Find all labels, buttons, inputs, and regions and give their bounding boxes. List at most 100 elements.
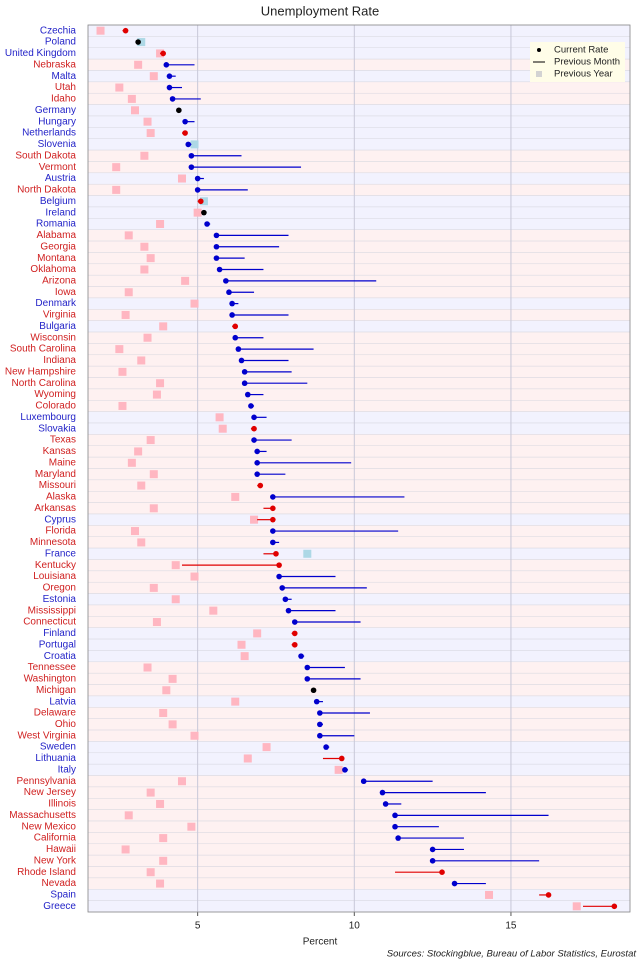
row-band — [87, 456, 631, 469]
category-label: Finland — [43, 628, 76, 639]
row-band — [87, 877, 631, 890]
previous-year-marker — [118, 401, 127, 410]
category-label: Austria — [45, 173, 77, 184]
category-label: Hungary — [38, 116, 76, 127]
category-label: Sweden — [40, 742, 76, 753]
previous-year-marker — [168, 674, 177, 683]
category-label: Vermont — [39, 162, 76, 173]
current-rate-dot — [395, 835, 401, 841]
row-band — [87, 411, 631, 424]
x-axis-label: Percent — [303, 937, 338, 948]
current-rate-dot — [229, 312, 235, 318]
row-band — [87, 229, 631, 242]
category-label: Iowa — [55, 287, 77, 298]
category-label: Cyprus — [44, 514, 76, 525]
previous-year-marker — [171, 561, 180, 570]
row-band — [87, 536, 631, 549]
category-label: Ohio — [55, 719, 77, 730]
current-rate-dot — [257, 482, 264, 489]
previous-year-marker — [134, 447, 143, 456]
current-rate-dot — [313, 698, 320, 705]
category-label: Minnesota — [30, 537, 77, 548]
current-rate-dot — [251, 425, 257, 432]
category-label: West Virginia — [17, 730, 76, 741]
row-band — [87, 240, 631, 253]
row-band — [87, 559, 631, 572]
previous-year-marker — [127, 458, 136, 467]
current-rate-dot — [169, 96, 176, 102]
category-label: Ireland — [45, 207, 76, 218]
previous-year-marker — [243, 754, 252, 763]
category-label: Georgia — [40, 241, 76, 252]
previous-year-marker — [156, 220, 165, 229]
row-band — [87, 263, 631, 276]
category-label: Nevada — [42, 878, 77, 889]
legend-marker — [536, 71, 542, 77]
category-label: Latvia — [49, 696, 76, 707]
category-label: Pennsylvania — [17, 776, 77, 787]
category-label: South Dakota — [15, 150, 76, 161]
category-label: Hawaii — [46, 844, 76, 855]
row-band — [87, 297, 631, 310]
row-band — [87, 468, 631, 481]
category-label: Kansas — [43, 446, 76, 457]
current-rate-dot — [182, 130, 188, 136]
previous-year-marker — [137, 356, 146, 365]
category-label: Estonia — [43, 594, 77, 605]
row-band — [87, 752, 631, 765]
legend-marker — [537, 48, 541, 52]
previous-year-marker — [253, 629, 262, 638]
category-label: Portugal — [39, 639, 76, 650]
current-rate-dot — [163, 62, 170, 68]
category-label: Oregon — [43, 583, 76, 594]
previous-year-marker — [250, 515, 259, 524]
previous-year-marker — [146, 868, 155, 877]
category-label: Romania — [36, 219, 76, 230]
previous-year-marker — [140, 151, 149, 160]
current-rate-dot — [429, 846, 436, 853]
current-rate-dot — [223, 278, 229, 284]
previous-year-marker — [190, 299, 199, 308]
current-rate-dot — [188, 164, 195, 170]
row-band — [87, 149, 631, 162]
row-band — [87, 547, 631, 560]
current-rate-dot — [323, 744, 329, 750]
current-rate-dot — [360, 778, 367, 785]
row-band — [87, 400, 631, 412]
previous-year-marker — [146, 129, 155, 138]
category-label: Connecticut — [23, 617, 76, 628]
previous-year-marker — [124, 288, 133, 297]
previous-year-marker — [156, 379, 165, 388]
previous-year-marker — [159, 322, 168, 331]
current-rate-dot — [545, 892, 552, 898]
previous-year-marker — [140, 242, 149, 251]
row-band — [87, 445, 631, 458]
current-rate-dot — [270, 539, 276, 546]
row-band — [87, 127, 631, 139]
current-rate-dot — [194, 187, 201, 193]
row-band — [87, 604, 631, 617]
row-band — [87, 661, 631, 674]
current-rate-dot — [254, 471, 260, 477]
previous-year-marker — [190, 140, 199, 149]
row-band — [87, 695, 631, 708]
category-label: Oklahoma — [30, 264, 76, 275]
legend-label: Current Rate — [554, 45, 608, 56]
current-rate-dot — [291, 641, 298, 648]
current-rate-dot — [317, 732, 323, 739]
current-rate-dot — [270, 494, 276, 500]
row-band — [87, 513, 631, 526]
previous-year-marker — [159, 856, 168, 865]
row-band — [87, 570, 631, 583]
row-band — [87, 252, 631, 265]
category-label: Arizona — [42, 276, 76, 287]
category-label: France — [45, 548, 77, 559]
previous-year-marker — [156, 879, 165, 888]
previous-year-marker — [146, 436, 155, 445]
row-band — [87, 650, 631, 663]
row-band — [87, 104, 631, 117]
category-label: Netherlands — [22, 128, 76, 139]
current-rate-dot — [176, 107, 182, 114]
previous-year-marker — [159, 708, 168, 717]
current-rate-dot — [439, 869, 445, 875]
